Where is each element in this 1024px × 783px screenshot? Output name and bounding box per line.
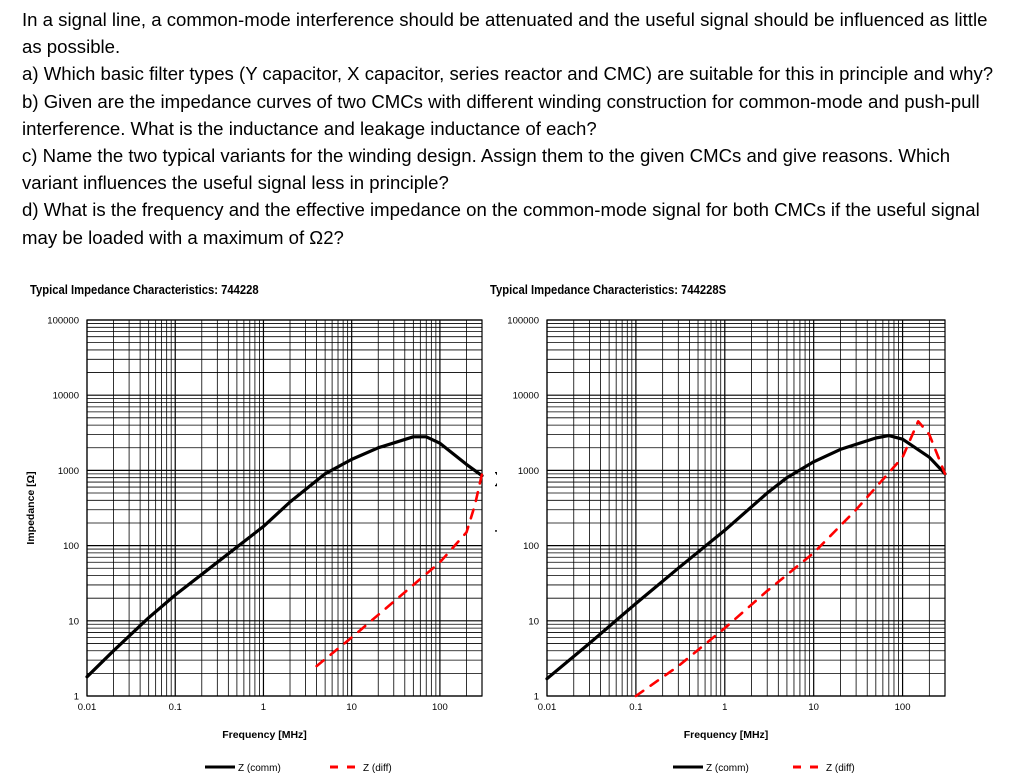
chart-title-744228S: Typical Impedance Characteristics: 74422… [490,283,727,297]
legend-z-comm-label: Z (comm) [238,763,281,774]
y-tick-label: 10000 [513,391,539,402]
plot-frame [86,319,483,697]
x-tick-label: 1 [261,702,266,713]
x-tick-label: 0.1 [169,702,182,713]
y-tick-label: 1 [534,692,539,703]
x-tick-label: 0.1 [629,702,642,713]
y-tick-label: 100000 [47,316,79,327]
x-tick-label: 10 [346,702,357,713]
impedance-chart-744228S: 1 10 100 1000 10000 100000 0.01 0.1 1 10 100 Freque… [495,316,947,774]
z-diff-series-line [315,472,484,668]
x-axis-label: Frequency [MHz] [222,729,307,741]
y-tick-label: 100 [523,541,539,552]
x-tick-label: 100 [432,702,448,713]
question-part-d: d) What is the frequency and the effecti… [22,199,980,248]
legend-z-comm-label: Z (comm) [706,763,749,774]
chart-title-744228: Typical Impedance Characteristics: 74422… [30,283,259,297]
legend-z-diff-label: Z (diff) [363,763,392,774]
grid-lines [546,320,946,697]
question-part-b: b) Given are the impedance curves of two… [22,90,980,139]
x-tick-label: 1 [722,702,727,713]
legend-z-diff-label: Z (diff) [826,763,855,774]
x-axis-label: Frequency [MHz] [684,729,769,741]
x-tick-label: 0.01 [538,702,557,713]
question-part-a: a) Which basic filter types (Y capacitor… [22,63,994,85]
x-tick-label: 10 [808,702,819,713]
y-axis-label: Impedance [Ω] [25,471,37,544]
y-tick-label: 1000 [518,466,539,477]
y-tick-label: 100 [63,541,79,552]
y-tick-label: 10 [528,616,539,627]
y-tick-label: 10000 [53,391,79,402]
plot-frame [546,319,946,697]
question-part-c: c) Name the two typical variants for the… [22,145,951,194]
x-tick-label: 0.01 [78,702,97,713]
z-comm-series-line [545,434,947,681]
question-text: In a signal line, a common-mode interfer… [22,6,1007,251]
y-tick-label: 100000 [507,316,539,327]
y-tick-label: 1 [74,692,79,703]
y-axis-label: Impedance [Ω] [495,471,498,544]
y-tick-label: 10 [68,616,79,627]
z-comm-series-line [85,435,484,679]
question-intro: In a signal line, a common-mode interfer… [22,9,988,58]
y-tick-label: 1000 [58,466,79,477]
impedance-chart-744228: 1 10 100 1000 10000 100000 0.01 0.1 1 10 100 Freque… [25,316,484,774]
z-diff-series-line [634,420,947,698]
x-tick-label: 100 [895,702,911,713]
